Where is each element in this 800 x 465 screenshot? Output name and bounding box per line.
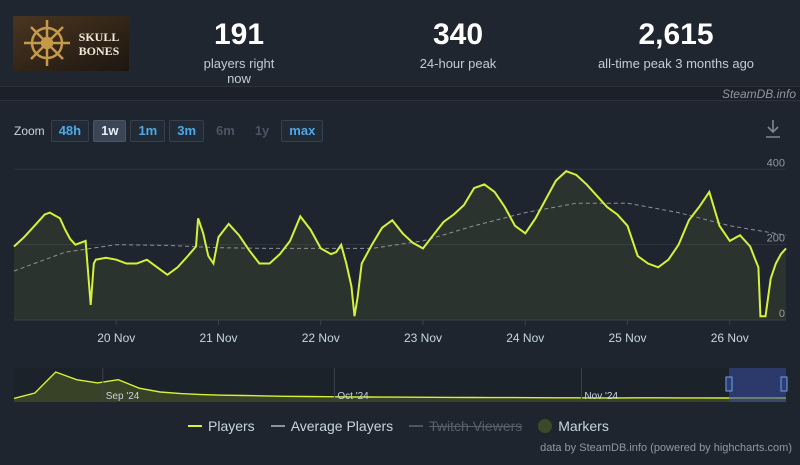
game-logo[interactable]: SKULL BONES <box>13 16 129 71</box>
zoom-controls: Zoom 48h 1w 1m 3m 6m 1y max <box>14 120 327 142</box>
zoom-1w-button[interactable]: 1w <box>93 120 127 142</box>
y-tick-label: 400 <box>767 157 785 169</box>
peak-24h-value: 340 <box>432 18 484 51</box>
navigator-area <box>14 372 786 402</box>
navigator-background <box>14 368 786 402</box>
alltime-peak-label: all-time peak 3 months ago <box>597 56 755 71</box>
svg-text:BONES: BONES <box>79 44 120 58</box>
stats-bar: SKULL BONES 191 players right now 340 24… <box>0 0 800 87</box>
legend-average-players[interactable]: Average Players <box>270 418 393 434</box>
legend-players[interactable]: Players <box>188 418 255 434</box>
legend-markers[interactable]: Markers <box>538 418 609 434</box>
navigator-tick-label: Nov '24 <box>584 391 618 402</box>
x-tick-label: 23 Nov <box>404 331 442 345</box>
zoom-48h-button[interactable]: 48h <box>50 120 90 142</box>
y-tick-label: 0 <box>779 308 785 320</box>
download-icon[interactable] <box>764 118 782 140</box>
zoom-label: Zoom <box>14 124 45 138</box>
legend: Players Average Players Twitch Viewers M… <box>188 418 625 434</box>
current-players-value: 191 <box>213 18 265 51</box>
chart-panel <box>0 100 800 465</box>
highcharts-credit[interactable]: data by SteamDB.info (powered by highcha… <box>540 442 792 454</box>
legend-twitch-viewers[interactable]: Twitch Viewers <box>409 418 522 434</box>
players-area <box>14 171 786 320</box>
stat-current: 191 players right now <box>190 18 288 86</box>
stat-alltime-peak: 2,615 all-time peak 3 months ago <box>590 18 762 71</box>
navigator-handle-right <box>780 376 788 392</box>
steamdb-credit-top[interactable]: SteamDB.info <box>721 87 796 101</box>
navigator-selection <box>729 368 786 402</box>
y-tick-label: 200 <box>767 233 785 245</box>
peak-24h-label: 24-hour peak <box>419 56 497 71</box>
x-tick-label: 26 Nov <box>711 331 749 345</box>
x-tick-label: 24 Nov <box>506 331 544 345</box>
alltime-peak-value: 2,615 <box>638 18 714 51</box>
zoom-1m-button[interactable]: 1m <box>130 120 166 142</box>
player-chart[interactable]: 0 200 400 20 Nov 21 Nov 22 Nov 23 Nov 24 Nov 25… <box>0 150 800 410</box>
x-tick-label: 22 Nov <box>302 331 340 345</box>
zoom-3m-button[interactable]: 3m <box>169 120 205 142</box>
zoom-max-button[interactable]: max <box>281 120 324 142</box>
navigator-tick-label: Oct '24 <box>337 391 369 402</box>
current-players-label: players right now <box>203 56 275 86</box>
stat-24h-peak: 340 24-hour peak <box>408 18 508 71</box>
average-players-line <box>13 202 787 272</box>
x-tick-label: 25 Nov <box>608 331 646 345</box>
svg-text:SKULL: SKULL <box>79 30 120 44</box>
players-line <box>13 170 787 318</box>
navigator-handle-left <box>725 376 733 392</box>
navigator-line <box>13 371 787 400</box>
zoom-1y-button: 1y <box>254 123 270 138</box>
x-tick-label: 20 Nov <box>97 331 135 345</box>
navigator[interactable]: Sep '24 Oct '24 Nov '24 <box>13 368 788 402</box>
ship-wheel-icon <box>24 20 70 66</box>
zoom-6m-button: 6m <box>216 123 235 138</box>
x-tick-label: 21 Nov <box>199 331 237 345</box>
navigator-tick-label: Sep '24 <box>106 391 140 402</box>
